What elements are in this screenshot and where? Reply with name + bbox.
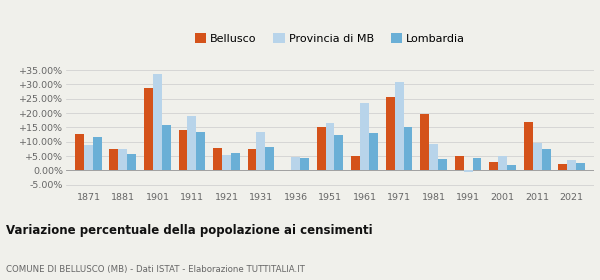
Bar (489, 162, 498, 170)
Bar (524, 122, 533, 170)
Bar (109, 149, 118, 170)
Bar (291, 157, 300, 170)
Bar (213, 148, 222, 170)
Bar (317, 127, 326, 170)
Bar (179, 130, 187, 170)
Bar (542, 150, 551, 170)
Bar (326, 123, 334, 170)
Bar (455, 156, 464, 170)
Bar (265, 148, 274, 170)
Bar (498, 156, 507, 170)
Bar (507, 165, 516, 170)
Bar (404, 127, 412, 170)
Bar (386, 97, 395, 170)
Text: COMUNE DI BELLUSCO (MB) - Dati ISTAT - Elaborazione TUTTITALIA.IT: COMUNE DI BELLUSCO (MB) - Dati ISTAT - E… (6, 265, 305, 274)
Bar (300, 158, 309, 170)
Text: Variazione percentuale della popolazione ai censimenti: Variazione percentuale della popolazione… (6, 224, 373, 237)
Bar (464, 170, 473, 172)
Bar (248, 149, 256, 170)
Bar (75, 134, 84, 170)
Bar (351, 156, 360, 170)
Bar (231, 153, 240, 170)
Bar (162, 125, 171, 170)
Bar (222, 155, 231, 170)
Bar (395, 82, 404, 170)
Bar (84, 144, 93, 170)
Bar (282, 169, 291, 170)
Bar (369, 134, 378, 170)
Bar (576, 163, 585, 170)
Bar (473, 158, 481, 170)
Bar (153, 74, 162, 170)
Bar (438, 159, 447, 170)
Bar (144, 88, 153, 170)
Bar (567, 160, 576, 170)
Bar (360, 103, 369, 170)
Bar (127, 154, 136, 170)
Bar (533, 143, 542, 170)
Bar (420, 114, 429, 170)
Bar (93, 137, 102, 170)
Bar (118, 149, 127, 170)
Bar (187, 116, 196, 170)
Bar (196, 132, 205, 170)
Bar (558, 164, 567, 170)
Legend: Bellusco, Provincia di MB, Lombardia: Bellusco, Provincia di MB, Lombardia (190, 29, 470, 48)
Bar (334, 135, 343, 170)
Bar (256, 132, 265, 170)
Bar (429, 144, 438, 170)
